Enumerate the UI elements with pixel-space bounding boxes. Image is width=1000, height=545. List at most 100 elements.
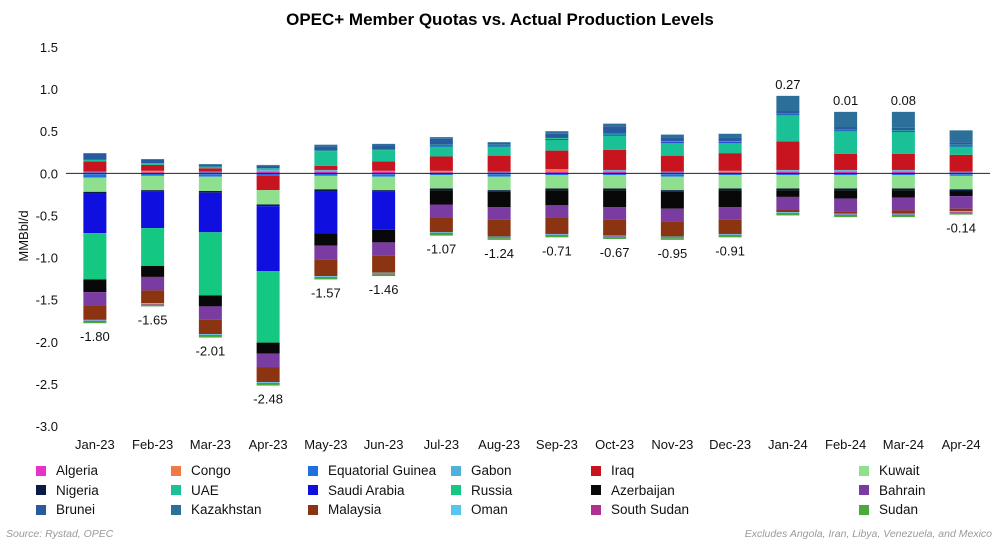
y-tick-label: -2.5	[36, 377, 58, 392]
bar-segment-south-sudan	[429, 233, 453, 234]
y-tick-label: -1.0	[36, 251, 58, 266]
bar-segment-brunei	[545, 133, 569, 138]
legend-item: Saudi Arabia	[308, 483, 405, 498]
bar-segment-oman	[487, 236, 511, 238]
bar-segment-kuwait	[834, 175, 858, 189]
bar-segment-oman	[314, 276, 338, 277]
bar-segment-equatorial-guinea	[429, 173, 453, 176]
bar-segment-oman	[429, 232, 453, 234]
bar-segment-malaysia	[949, 208, 973, 212]
bar-segment-sudan	[718, 235, 742, 238]
legend-item: Oman	[451, 502, 508, 517]
bar-segment-iraq	[83, 161, 107, 172]
bar-segment-nigeria	[314, 189, 338, 192]
legend-swatch	[451, 485, 461, 495]
bar-segment-sudan	[83, 321, 107, 324]
bar-segment-uae	[314, 151, 338, 166]
bar-segment-bahrain	[834, 198, 858, 212]
bar-segment-south-sudan	[198, 335, 222, 336]
bar-segment-equatorial-guinea	[545, 173, 569, 176]
bar-segment-saudi-arabia	[660, 142, 684, 144]
legend-item: Kuwait	[859, 463, 920, 478]
bar-segment-saudi-arabia	[198, 192, 222, 233]
bar-segment-kazakhstan	[603, 123, 627, 127]
bar-segment-iraq	[718, 153, 742, 171]
bar-segment-nigeria	[487, 190, 511, 192]
bar-segment-russia	[83, 233, 107, 280]
legend-swatch	[171, 485, 181, 495]
x-tick-label: Apr-23	[249, 437, 288, 452]
bar-segment-saudi-arabia	[603, 134, 627, 136]
bar-segment-azerbaijan	[314, 233, 338, 246]
bar-segment-south-sudan	[372, 273, 396, 275]
bar-segment-south-sudan	[949, 212, 973, 213]
bar-segment-nigeria	[141, 190, 165, 192]
bar-segment-saudi-arabia	[141, 191, 165, 229]
bar-segment-malaysia	[141, 290, 165, 304]
bar-segment-russia	[660, 141, 684, 143]
bar-segment-bahrain	[141, 276, 165, 291]
legend-item: Malaysia	[308, 502, 381, 517]
bar-segment-equatorial-guinea	[83, 174, 107, 178]
x-tick-label: Dec-23	[709, 437, 751, 452]
bar-segment-malaysia	[660, 221, 684, 237]
bar-segment-iraq	[314, 165, 338, 170]
bar-segment-russia	[891, 130, 915, 132]
bar-segment-iraq	[949, 154, 973, 172]
bar-segment-kuwait	[83, 177, 107, 192]
bar-segment-oman	[660, 236, 684, 238]
bar-segment-kazakhstan	[314, 144, 338, 147]
bar-segment-oman	[949, 211, 973, 213]
bar-segment-uae	[83, 159, 107, 162]
bar-segment-saudi-arabia	[256, 206, 280, 272]
bar-segment-iraq	[198, 168, 222, 172]
y-tick-label: -3.0	[36, 419, 58, 434]
bar-segment-brunei	[718, 137, 742, 142]
bar-segment-sudan	[545, 235, 569, 238]
bar-segment-malaysia	[256, 367, 280, 383]
bar-segment-saudi-arabia	[429, 145, 453, 147]
bar-segment-bahrain	[198, 306, 222, 320]
total-data-label: 0.01	[833, 93, 858, 108]
chart: OPEC+ Member Quotas vs. Actual Productio…	[16, 10, 990, 452]
x-tick-label: Oct-23	[595, 437, 634, 452]
bar-segment-congo	[314, 170, 338, 172]
bar-segment-malaysia	[372, 255, 396, 273]
legend-label: Sudan	[879, 502, 919, 517]
bar-segment-iraq	[141, 164, 165, 171]
bar-segment-nigeria	[834, 188, 858, 191]
bar-segment-congo	[718, 171, 742, 173]
total-data-label: -1.24	[484, 246, 514, 261]
bar-segment-bahrain	[718, 207, 742, 220]
bar-segment-equatorial-guinea	[487, 174, 511, 177]
bar-segment-azerbaijan	[198, 295, 222, 307]
bar-segment-iraq	[776, 141, 800, 170]
y-axis-label: MMBbl/d	[16, 210, 31, 261]
bar-segment-brunei	[314, 146, 338, 151]
bar-segment-iraq	[429, 156, 453, 171]
bar-segment-gabon	[198, 171, 222, 173]
legend-item: Bahrain	[859, 483, 926, 498]
bar-segment-iraq	[256, 175, 280, 191]
legend-label: Nigeria	[56, 482, 99, 498]
bar-segment-brunei	[487, 143, 511, 145]
bars	[83, 95, 973, 386]
bar-segment-uae	[660, 143, 684, 156]
bar-segment-saudi-arabia	[314, 191, 338, 234]
bar-segment-russia	[776, 113, 800, 115]
bar-segment-nigeria	[256, 204, 280, 207]
y-tick-label: -2.0	[36, 335, 58, 350]
legend-swatch	[36, 465, 46, 476]
bar-segment-kuwait	[256, 190, 280, 205]
total-labels: -1.80 -1.65 -2.01 -2.48 -1.57 -1.46 -1.07 -1.24…	[80, 77, 976, 407]
bar-segment-sudan	[141, 304, 165, 307]
bar-segment-uae	[545, 139, 569, 151]
bar-segment-kuwait	[891, 175, 915, 189]
bar-segment-kuwait	[718, 175, 742, 189]
bar-segment-uae	[198, 166, 222, 169]
y-tick-label: -1.5	[36, 293, 58, 308]
bar-segment-nigeria	[198, 191, 222, 193]
bar-segment-azerbaijan	[83, 279, 107, 293]
total-data-label: -2.48	[253, 392, 283, 407]
total-data-label: -1.80	[80, 329, 110, 344]
